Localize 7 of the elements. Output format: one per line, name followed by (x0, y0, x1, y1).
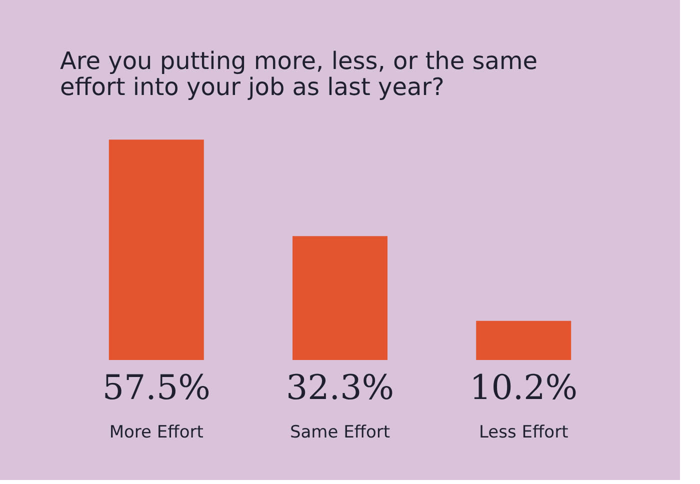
data-label: 57.5% (102, 368, 210, 408)
x-tick-label: More Effort (109, 422, 204, 442)
x-tick-label: Less Effort (478, 422, 569, 442)
chart-title: Are you putting more, less, or the same effort into your job as last year? (60, 47, 538, 101)
data-label: 10.2% (470, 368, 578, 408)
data-label: 32.3% (286, 368, 394, 408)
x-tick-label: Same Effort (290, 422, 390, 442)
